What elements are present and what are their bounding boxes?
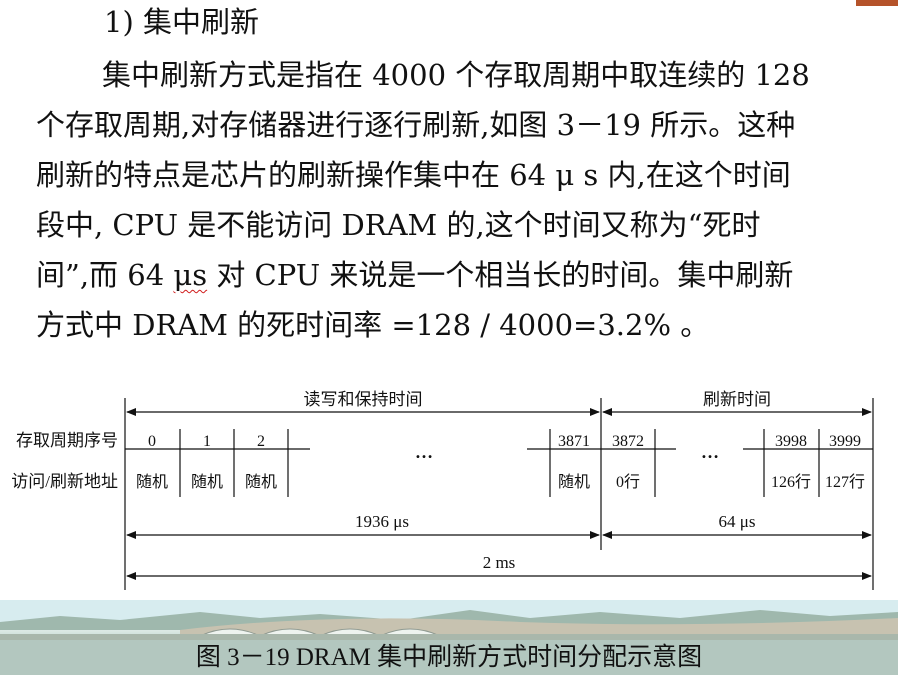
figure-caption: 图 3－19 DRAM 集中刷新方式时间分配示意图 [195, 644, 703, 671]
address-cell: 126行 [771, 473, 811, 491]
paragraph-line-1: 集中刷新方式是指在 4000 个存取周期中取连续的 128 [102, 58, 810, 92]
paragraph-line-2: 个存取周期,对存储器进行逐行刷新,如图 3－19 所示。这种 [36, 108, 796, 142]
ellipsis-left: … [415, 442, 433, 462]
refresh-duration-label: 64 μs [719, 512, 756, 531]
address-row-label: 访问/刷新地址 [11, 472, 118, 491]
read-write-duration-label: 1936 μs [355, 512, 409, 531]
read-write-hold-time-label: 读写和保持时间 [304, 390, 423, 409]
cycle-cell: 2 [257, 433, 265, 450]
cycle-cell: 1 [203, 433, 211, 450]
refresh-timing-diagram: 读写和保持时间 刷新时间 存取周期序号 访问/刷新地址 0 1 2 3871 3… [11, 390, 874, 590]
address-cell: 随机 [558, 473, 590, 491]
total-period-label: 2 ms [483, 553, 516, 572]
address-cell: 127行 [825, 473, 865, 491]
paragraph-line-6: 方式中 DRAM 的死时间率 =128 / 4000=3.2% 。 [36, 308, 710, 342]
ellipsis-right: … [701, 442, 719, 462]
refresh-time-label: 刷新时间 [703, 390, 771, 409]
cycle-cell: 3999 [829, 433, 861, 450]
address-cell: 随机 [245, 473, 277, 491]
section-heading: 1) 集中刷新 [104, 5, 259, 39]
address-cell: 随机 [191, 473, 223, 491]
paragraph-line-4: 段中, CPU 是不能访问 DRAM 的,这个时间又称为“死时 [36, 208, 761, 242]
corner-accent [856, 0, 898, 6]
address-cell: 0行 [616, 473, 640, 491]
paragraph-line-5-end: 对 CPU 来说是一个相当长的时间。集中刷新 [207, 258, 794, 292]
cycle-number-row-label: 存取周期序号 [16, 431, 118, 450]
address-cell: 随机 [136, 473, 168, 491]
cycle-cell: 3998 [775, 433, 807, 450]
paragraph-line-5-start: 间”,而 64 [36, 258, 174, 292]
cycle-cell: 0 [148, 433, 156, 450]
bridge-landscape-image [0, 600, 898, 675]
spellcheck-underlined-word: μs [173, 258, 208, 292]
paragraph-line-3: 刷新的特点是芯片的刷新操作集中在 64 μ s 内,在这个时间 [36, 158, 791, 192]
cycle-cell: 3872 [612, 433, 644, 450]
paragraph-line-5: 间”,而 64 μs 对 CPU 来说是一个相当长的时间。集中刷新 [36, 250, 793, 300]
cycle-cell: 3871 [558, 433, 590, 450]
decorative-bridge-banner [0, 600, 898, 675]
